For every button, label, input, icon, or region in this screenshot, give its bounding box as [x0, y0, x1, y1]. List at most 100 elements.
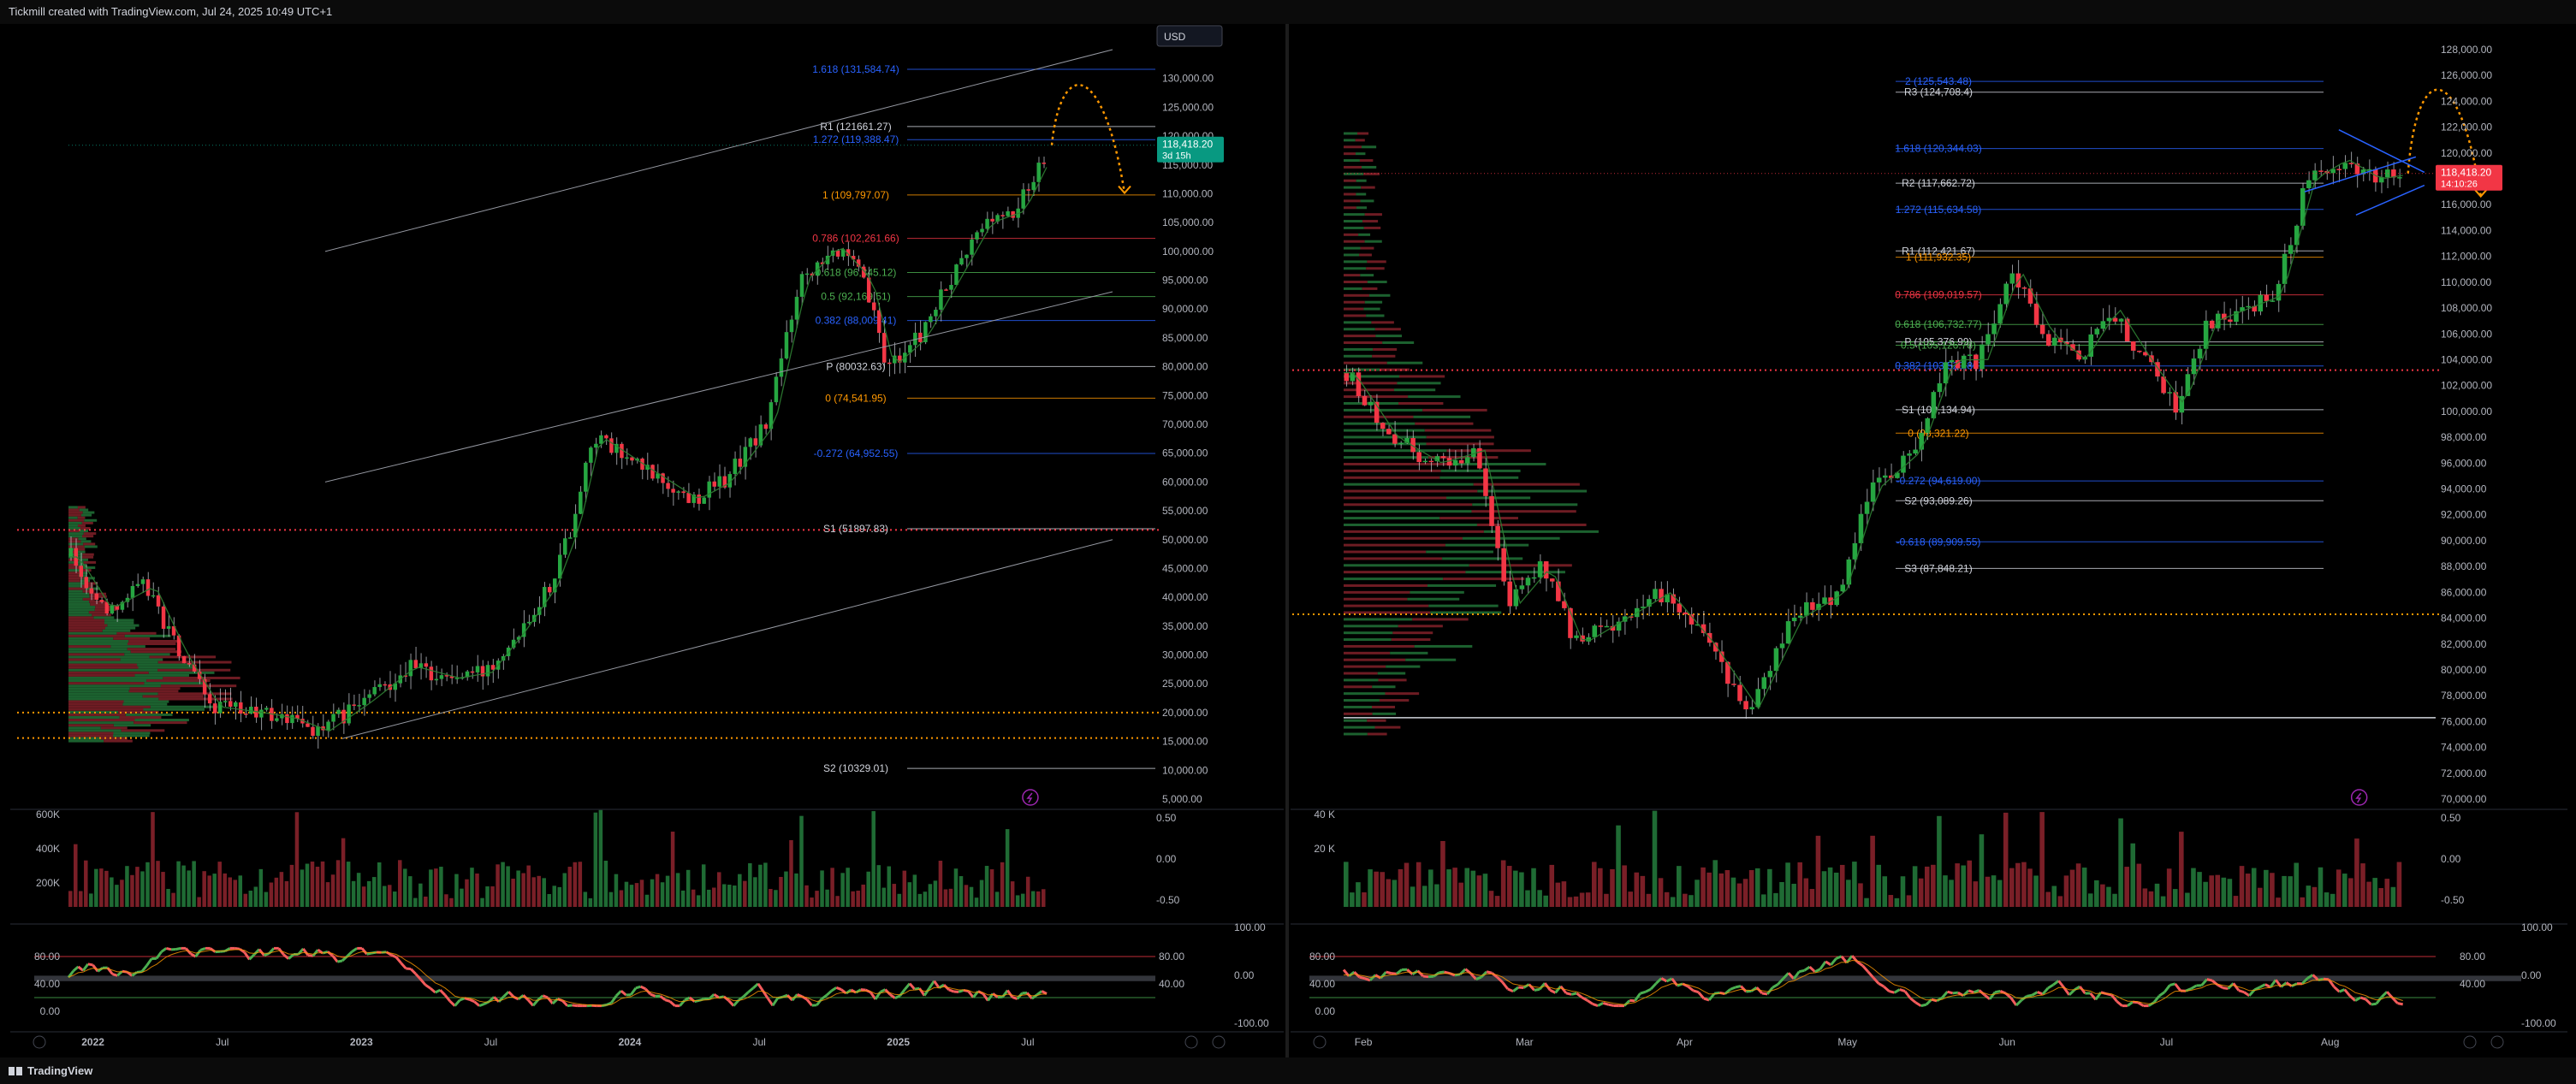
osc-line-segment — [1501, 981, 1510, 990]
tradingview-logo[interactable]: TradingView — [9, 1064, 92, 1077]
volume-bar — [366, 880, 371, 907]
volume-profile-bar — [1344, 618, 1413, 621]
volume-profile-bar — [68, 708, 144, 711]
candle-body — [1031, 181, 1036, 191]
candle-body — [1452, 459, 1458, 466]
osc-line-segment — [160, 947, 168, 953]
volume-profile-bar — [68, 655, 150, 659]
time-axis-tick: 2022 — [81, 1036, 104, 1048]
candle-body — [1622, 616, 1628, 622]
volume-profile-bar — [68, 540, 81, 543]
volume-bar — [89, 893, 93, 907]
volume-profile-bar — [1363, 307, 1380, 311]
price-axis-tick: 65,000.00 — [1162, 447, 1208, 459]
volume-bar — [475, 873, 479, 907]
volume-bar — [1906, 895, 1912, 907]
candle-body — [372, 687, 377, 695]
volume-bar — [398, 860, 402, 907]
candle-body — [1000, 215, 1005, 216]
candle-body — [2112, 317, 2118, 322]
volume-bar — [608, 891, 614, 907]
osc-line-segment — [2301, 977, 2309, 985]
volume-bar — [2257, 887, 2263, 907]
volume-bar — [2330, 893, 2336, 907]
candle-body — [579, 491, 583, 514]
candle-body — [1858, 513, 1864, 543]
volume-axis-tick: 400K — [36, 843, 60, 855]
candle-body — [2052, 337, 2057, 347]
osc-line-segment — [914, 986, 920, 991]
volume-profile-bar — [79, 530, 88, 533]
volume-profile-bar — [1422, 408, 1487, 412]
volume-bar — [325, 882, 330, 907]
candle-body — [1368, 401, 1374, 406]
candle-body — [1641, 607, 1646, 608]
candle-body — [604, 435, 608, 439]
pane-divider[interactable] — [1285, 24, 1289, 1057]
volume-bar — [156, 861, 160, 907]
price-axis-tick: 95,000.00 — [1162, 275, 1208, 287]
price-axis-tick: 110,000.00 — [2441, 276, 2491, 288]
volume-profile-bar — [1344, 341, 1383, 345]
volume-bar — [2360, 863, 2365, 907]
candle-body — [290, 714, 294, 724]
price-axis-tick: 25,000.00 — [1162, 678, 1208, 690]
volume-bar — [583, 891, 588, 907]
volume-bar — [294, 812, 300, 907]
auto-scale-icon — [1184, 1035, 1198, 1049]
current-price-badge — [1157, 136, 1224, 163]
osc-line-segment — [531, 998, 539, 1007]
osc-line-segment — [767, 998, 775, 1007]
volume-profile-bar — [1344, 550, 1427, 554]
candle-body — [249, 706, 253, 714]
volume-bar — [943, 889, 948, 907]
volume-bar — [846, 868, 850, 907]
candle-body — [181, 656, 187, 664]
osc-line-segment — [635, 985, 642, 990]
price-axis-tick: 114,000.00 — [2441, 224, 2491, 236]
volume-profile-bar — [83, 566, 96, 570]
level-label: 0 (98,321.22) — [1908, 427, 1968, 439]
candle-body — [176, 635, 181, 657]
candle-body — [1864, 501, 1870, 514]
osc-line-segment — [1845, 955, 1854, 964]
volume-bar — [223, 873, 227, 907]
volume-bar — [2251, 868, 2257, 907]
candle-body — [485, 665, 490, 677]
osc-line-segment — [958, 988, 965, 993]
osc-line-segment — [1006, 989, 1014, 998]
osc-line-segment — [2217, 983, 2224, 989]
osc-line-segment — [1867, 970, 1874, 979]
volume-bar — [1870, 835, 1875, 907]
osc-line-segment — [1512, 986, 1520, 992]
volume-profile-bar — [1385, 692, 1420, 696]
volume-profile-bar — [1424, 429, 1492, 432]
time-axis-tick: Apr — [1677, 1036, 1693, 1048]
volume-bar — [145, 862, 150, 907]
osc-line-segment — [2015, 998, 2023, 1007]
volume-profile-bar — [1378, 678, 1407, 682]
volume-profile-bar — [102, 629, 131, 632]
candle-body — [1876, 477, 1882, 483]
osc-line-segment — [1036, 990, 1043, 996]
candle-body — [1537, 561, 1543, 578]
volume-bar — [758, 864, 763, 907]
osc-mid-tick: 40.00 — [2460, 978, 2485, 990]
osc-line-segment — [2223, 986, 2229, 991]
candle-body — [1870, 482, 1876, 502]
volume-profile-bar — [122, 702, 168, 706]
volume-bar — [1344, 862, 1349, 907]
candle-body — [2336, 169, 2342, 170]
volume-profile-bar — [81, 555, 94, 559]
candle-body — [1416, 452, 1422, 463]
volume-bar — [917, 893, 923, 907]
volume-bar — [1712, 860, 1718, 907]
volume-bar — [948, 888, 953, 907]
candle-body — [429, 666, 434, 681]
candle-body — [2318, 170, 2324, 172]
candle-body — [2209, 320, 2215, 329]
price-axis-tick: 96,000.00 — [2441, 457, 2487, 469]
osc-line-segment — [830, 986, 838, 992]
volume-profile-bar — [1344, 510, 1472, 513]
